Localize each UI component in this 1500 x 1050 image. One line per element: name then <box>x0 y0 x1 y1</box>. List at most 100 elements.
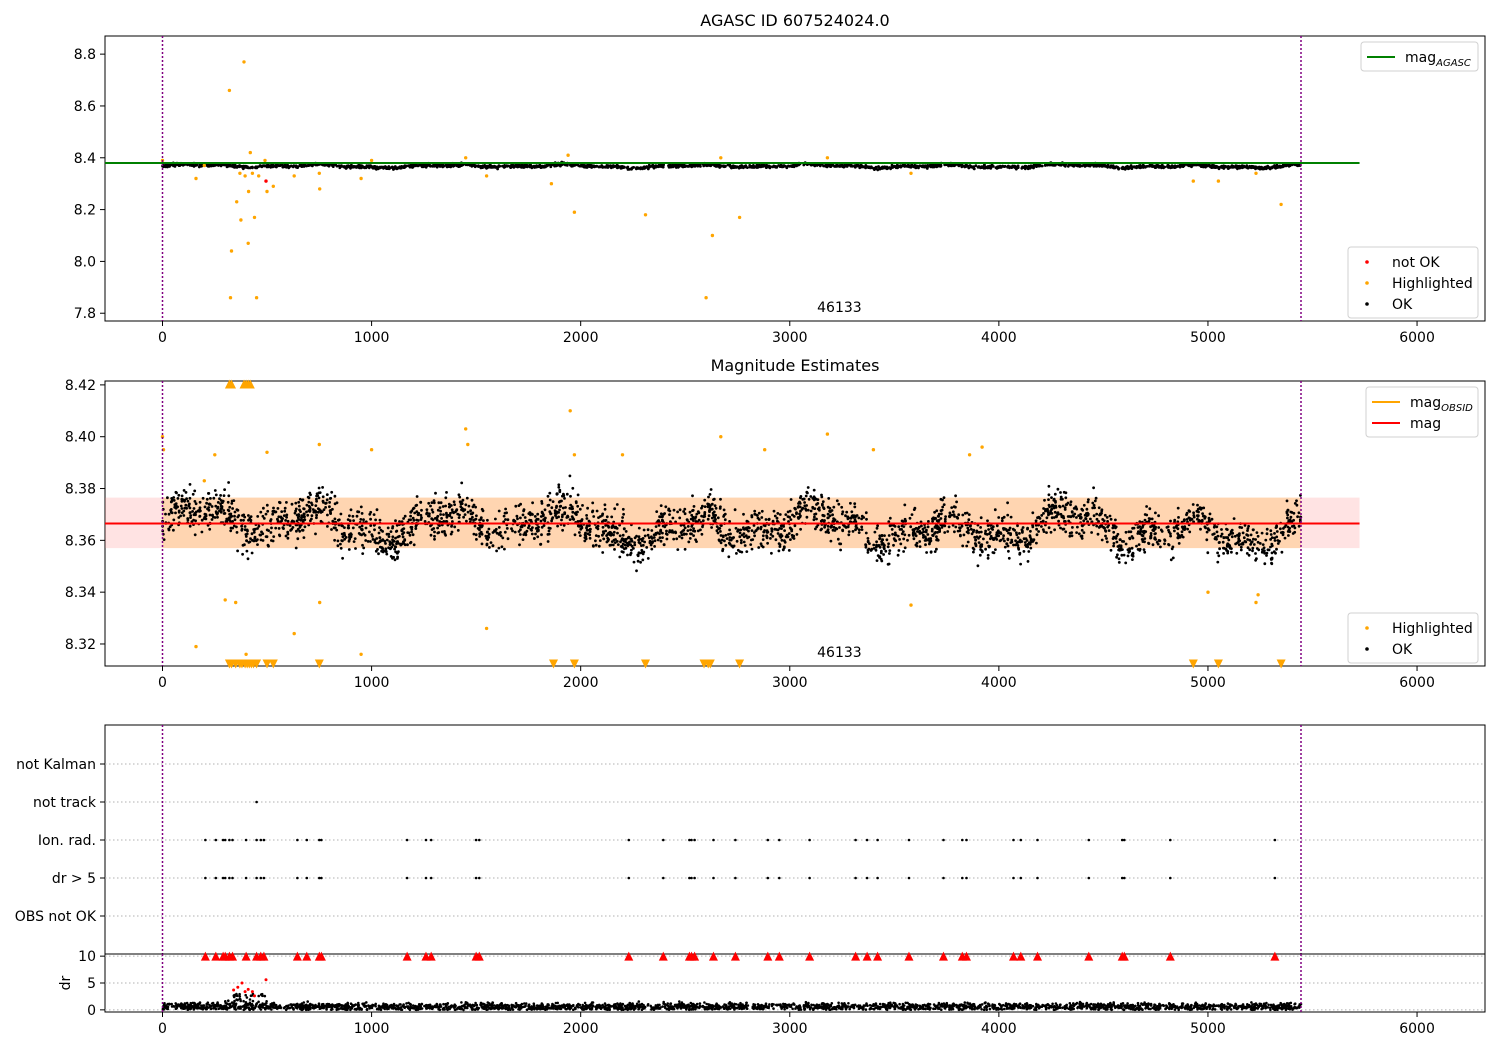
ok-point <box>672 537 676 541</box>
ok-point <box>1015 531 1018 535</box>
ok-point <box>235 525 238 529</box>
ok-point <box>299 518 303 522</box>
ok-point <box>1057 519 1060 523</box>
ok-point <box>995 524 999 528</box>
ok-point <box>1205 530 1209 534</box>
ok-point <box>547 526 551 530</box>
ok-point <box>988 166 992 170</box>
ok-point <box>331 164 335 168</box>
ok-point <box>298 524 302 528</box>
ok-point <box>886 545 890 549</box>
ok-point <box>610 515 614 519</box>
ok-point <box>332 526 336 530</box>
ok-point <box>258 533 262 537</box>
ok-point <box>222 509 226 512</box>
ok-point <box>1111 537 1115 540</box>
ok-point <box>866 537 870 540</box>
ok-point <box>1241 531 1245 535</box>
ok-point <box>650 535 653 539</box>
ok-point <box>990 527 993 530</box>
ok-point <box>906 538 909 542</box>
ok-point <box>822 164 825 168</box>
ok-point <box>1216 551 1219 555</box>
ok-point <box>188 496 192 500</box>
ok-point <box>790 533 794 537</box>
ok-point <box>750 547 754 551</box>
ok-point <box>759 525 763 529</box>
ok-point <box>646 167 650 171</box>
ok-point <box>965 544 969 548</box>
ok-point <box>1037 530 1040 533</box>
ok-point <box>960 524 964 528</box>
ok-point <box>172 528 175 532</box>
ok-point <box>497 165 500 169</box>
highlighted-point <box>243 174 247 178</box>
ok-point <box>1270 536 1274 539</box>
ok-point <box>1239 545 1243 549</box>
ok-point <box>1063 508 1067 511</box>
ok-point <box>1171 556 1175 560</box>
ok-point <box>1287 519 1291 522</box>
ok-point <box>242 164 245 168</box>
ok-point <box>419 518 423 521</box>
ok-point <box>1185 518 1189 521</box>
ok-point <box>604 529 607 533</box>
ok-point <box>653 539 657 543</box>
ok-point <box>1283 525 1287 529</box>
ok-point <box>1200 163 1203 167</box>
ok-point <box>568 518 572 521</box>
ok-point <box>290 502 294 506</box>
ok-point <box>503 547 506 551</box>
ok-point <box>841 510 845 514</box>
ok-point <box>519 525 523 529</box>
highlighted-point <box>250 171 255 175</box>
ok-point <box>433 537 436 541</box>
ok-point <box>1122 553 1126 557</box>
ok-point <box>1147 519 1151 523</box>
ok-point <box>1272 550 1276 554</box>
ok-point <box>1089 517 1092 521</box>
ok-point <box>556 163 560 167</box>
ok-point <box>1116 545 1120 548</box>
ok-point <box>1248 538 1252 542</box>
ok-point <box>188 511 192 514</box>
ok-point <box>982 537 985 541</box>
ok-point <box>497 509 501 513</box>
ok-point <box>884 549 888 553</box>
y-tick-label: 8.0 <box>74 254 96 270</box>
ok-point <box>1218 541 1221 544</box>
ok-point <box>573 163 577 167</box>
ok-point <box>557 511 560 514</box>
ok-point <box>729 532 732 536</box>
ok-point <box>849 501 852 505</box>
ok-point <box>927 520 930 523</box>
ok-point <box>505 527 509 530</box>
ok-point <box>357 510 361 514</box>
ok-point <box>486 518 489 522</box>
ok-point <box>1258 167 1262 171</box>
ok-point <box>504 518 507 521</box>
ok-point <box>369 517 372 521</box>
ok-point <box>1154 166 1157 170</box>
ok-point <box>940 512 943 516</box>
ok-point <box>246 529 249 533</box>
ok-point <box>1241 542 1244 546</box>
ok-point <box>1230 535 1234 539</box>
ok-point <box>174 490 178 494</box>
ok-point <box>445 511 448 515</box>
ok-point <box>395 529 399 533</box>
ok-point <box>516 517 519 521</box>
ok-point <box>749 543 753 546</box>
ok-point <box>1018 532 1021 535</box>
ok-point <box>1163 165 1167 169</box>
ok-point <box>1080 164 1084 168</box>
ok-point <box>1063 520 1066 523</box>
ok-point <box>438 520 442 523</box>
ok-point <box>1178 535 1182 539</box>
highlighted-point <box>572 210 577 214</box>
ok-point <box>1176 164 1180 168</box>
ok-point <box>605 534 608 537</box>
ok-point <box>904 519 907 523</box>
ok-point <box>708 509 711 512</box>
